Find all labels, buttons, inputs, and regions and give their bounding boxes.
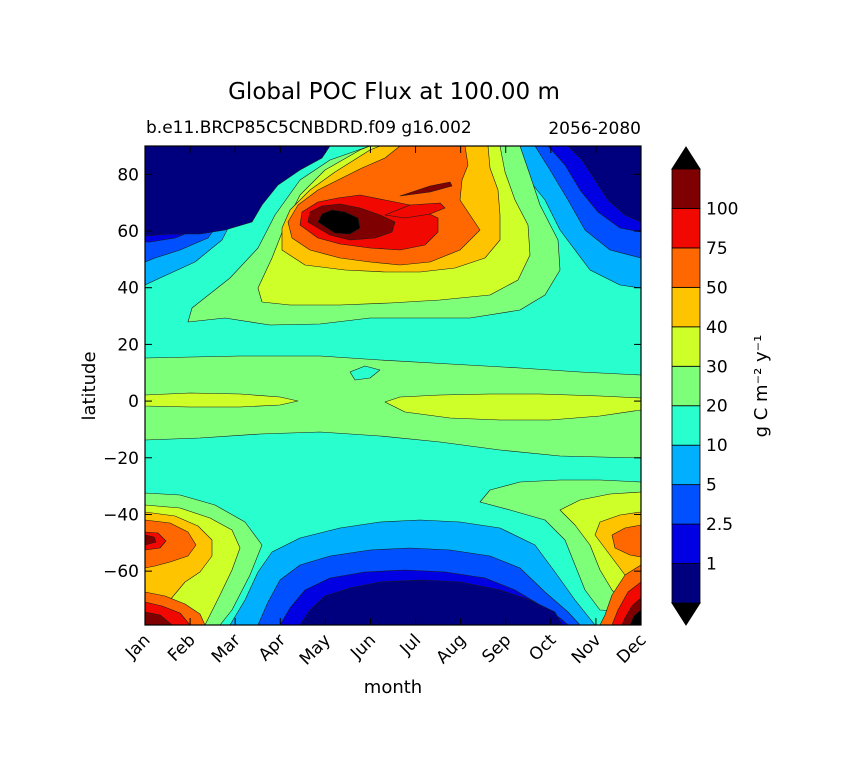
region-tropics-20-30 — [145, 355, 641, 459]
y-tick-label-1: 60 — [117, 222, 139, 242]
region-south-left-50-75 — [145, 519, 197, 569]
region-south-right-50-75 — [611, 524, 641, 558]
colorbar-level-0: 1 — [706, 555, 717, 575]
chart-title: Global POC Flux at 100.00 m — [228, 79, 560, 105]
plot-frame — [144, 145, 642, 626]
colorbar-swatch-2 — [671, 484, 701, 525]
x-tick-label-11: Dec — [613, 630, 650, 667]
colorbar-swatch-0 — [671, 563, 701, 604]
y-tick-label-6: −40 — [103, 505, 139, 525]
x-tick-label-0: Jan — [121, 630, 154, 663]
region-bloom-streak-2 — [399, 181, 453, 197]
x-tick-label-5: Jun — [346, 630, 380, 664]
y-tick-label-7: −60 — [103, 562, 139, 582]
contour-plot — [145, 146, 641, 625]
colorbar-swatch-5 — [671, 365, 701, 407]
colorbar-under-arrow — [671, 602, 701, 626]
y-tick-label-2: 40 — [117, 279, 139, 299]
region-south-left-gt100 — [145, 534, 157, 546]
region-north-left-lt1 — [145, 146, 331, 237]
colorbar-label: g C m⁻² y⁻¹ — [751, 335, 772, 438]
colorbar-swatch-4 — [671, 405, 701, 446]
colorbar-swatch-6 — [671, 326, 701, 367]
colorbar: 1 2.5 5 10 20 30 40 50 75 100 — [671, 146, 738, 626]
colorbar-swatch-1 — [671, 523, 701, 564]
x-tick-label-7: Aug — [433, 630, 471, 668]
region-south-winter-lt1 — [299, 579, 563, 625]
x-tick-label-3: Apr — [255, 630, 290, 665]
colorbar-level-3: 10 — [706, 436, 728, 456]
x-tick-label-6: Jul — [396, 630, 425, 659]
colorbar-level-6: 40 — [706, 318, 728, 338]
y-tick-label-4: 0 — [128, 392, 139, 412]
colorbar-swatch-8 — [671, 247, 701, 288]
region-south-left-low-gt100 — [145, 611, 173, 625]
region-equator-east-30-40 — [384, 393, 641, 421]
x-tick-label-1: Feb — [164, 630, 199, 665]
colorbar-level-2: 5 — [706, 476, 717, 496]
region-north-right-lt1 — [567, 146, 641, 223]
region-south-right-low-peak — [629, 609, 641, 625]
colorbar-level-1: 2.5 — [706, 515, 733, 535]
chart-subtitle-left: b.e11.BRCP85C5CNBDRD.f09 g16.002 — [146, 118, 472, 138]
x-tick-label-9: Oct — [525, 630, 560, 665]
x-tick-label-10: Nov — [568, 630, 606, 668]
y-tick-label-5: −20 — [103, 449, 139, 469]
y-axis-label: latitude — [79, 351, 100, 420]
colorbar-swatch-7 — [671, 286, 701, 328]
region-equator-west-30-40 — [145, 392, 299, 408]
colorbar-swatch-10 — [671, 168, 701, 209]
colorbar-swatch-9 — [671, 208, 701, 249]
x-tick-label-2: Mar — [208, 630, 245, 667]
colorbar-over-arrow — [671, 146, 701, 170]
colorbar-level-5: 30 — [706, 357, 728, 377]
colorbar-level-4: 20 — [706, 397, 728, 417]
colorbar-level-9: 100 — [706, 199, 738, 219]
y-tick-label-0: 80 — [117, 165, 139, 185]
region-bloom-streak — [384, 202, 446, 219]
y-tick-label-3: 20 — [117, 335, 139, 355]
region-tropics-10-20-notch — [349, 365, 381, 381]
region-bloom-peak — [317, 209, 361, 235]
colorbar-swatch-3 — [671, 444, 701, 486]
y-axis: 80 60 40 20 0 −20 −40 −60 — [103, 165, 641, 582]
chart-subtitle-right: 2056-2080 — [548, 119, 641, 139]
x-tick-label-4: May — [296, 630, 335, 669]
x-tick-label-8: Sep — [478, 630, 515, 667]
colorbar-level-8: 75 — [706, 239, 728, 259]
x-axis-label: month — [364, 677, 422, 698]
colorbar-level-7: 50 — [706, 278, 728, 298]
